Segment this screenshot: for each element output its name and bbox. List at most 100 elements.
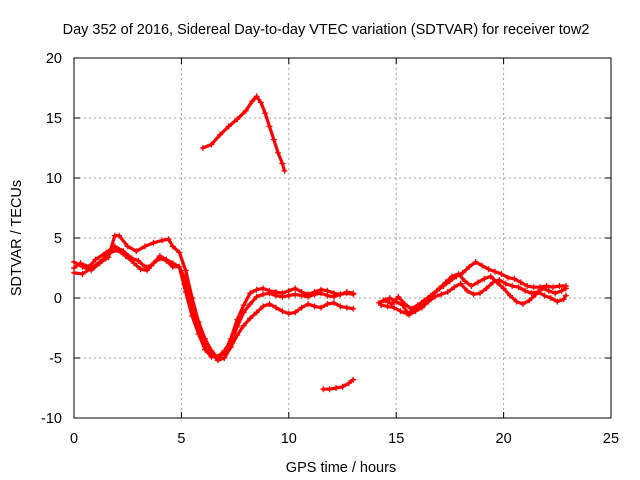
data-point (176, 263, 183, 270)
data-point (545, 287, 552, 294)
data-point (515, 284, 522, 291)
data-point (476, 290, 483, 297)
data-point (133, 248, 140, 255)
data-point (507, 292, 514, 299)
data-point (247, 301, 254, 307)
data-point (487, 273, 494, 280)
data-point (234, 116, 241, 123)
data-point (260, 285, 267, 292)
data-point (326, 386, 333, 393)
data-point (455, 271, 462, 277)
data-point (481, 275, 488, 282)
data-point (350, 376, 357, 383)
data-point (442, 279, 449, 286)
data-point (451, 284, 458, 291)
data-point (150, 239, 157, 246)
data-point (163, 257, 170, 264)
data-point (562, 285, 569, 292)
data-point (217, 131, 224, 138)
data-point (543, 283, 550, 289)
data-point (500, 285, 507, 292)
data-point (380, 297, 387, 304)
y-tick-label: 15 (46, 111, 62, 127)
data-point (221, 355, 228, 361)
series-track-d (376, 259, 569, 312)
data-point (333, 385, 340, 391)
data-point (234, 316, 241, 323)
data-point (113, 247, 120, 253)
data-point (144, 267, 151, 274)
data-point (522, 287, 529, 294)
data-point (71, 259, 77, 265)
series-trace (72, 244, 355, 359)
data-point (279, 308, 286, 315)
data-point (350, 290, 357, 297)
data-point (470, 291, 477, 298)
x-tick-label: 20 (496, 431, 512, 447)
data-point (496, 277, 503, 283)
data-point (562, 292, 569, 299)
data-point (498, 271, 505, 277)
y-tick-label: 5 (54, 231, 62, 247)
data-point (225, 123, 232, 130)
data-point (79, 263, 86, 270)
data-point (260, 291, 267, 298)
data-point (285, 310, 292, 317)
data-point (502, 280, 509, 287)
data-point (330, 299, 337, 306)
data-point (242, 107, 249, 114)
data-point (249, 98, 256, 105)
data-point (560, 296, 567, 303)
data-point (79, 271, 86, 277)
data-point (438, 291, 445, 298)
data-point (550, 284, 557, 291)
data-point (124, 243, 131, 250)
data-point (466, 263, 473, 270)
data-point (461, 278, 468, 285)
x-tick-label: 0 (70, 431, 78, 447)
data-point (275, 149, 282, 156)
data-point (253, 93, 260, 100)
data-point (526, 297, 533, 304)
data-point (472, 259, 479, 265)
data-point (330, 290, 337, 297)
data-point (524, 283, 531, 289)
data-point (397, 308, 404, 315)
data-point (324, 301, 331, 307)
data-point (208, 350, 215, 357)
data-point (262, 110, 269, 117)
data-point (165, 236, 172, 243)
data-point (337, 303, 344, 310)
x-tick-label: 25 (603, 431, 619, 447)
data-point (298, 289, 305, 295)
data-point (399, 302, 406, 309)
data-point (240, 302, 247, 309)
data-point (530, 284, 537, 291)
data-point (292, 285, 299, 292)
y-tick-label: -10 (41, 411, 62, 427)
data-point (253, 293, 260, 300)
x-tick-label: 15 (388, 431, 404, 447)
data-point (88, 265, 95, 271)
data-point (534, 289, 541, 295)
data-point (270, 136, 277, 143)
axis-ticks: 0 5 10 15 20 25 -10 -5 0 5 10 15 20 (41, 51, 619, 447)
data-point (234, 332, 241, 339)
data-point (131, 260, 138, 267)
data-point (311, 289, 318, 295)
y-tick-label: 20 (46, 51, 62, 67)
data-point (311, 303, 318, 310)
data-point (393, 298, 400, 305)
data-point (350, 305, 357, 312)
data-point (202, 346, 209, 353)
data-point (554, 298, 561, 305)
grid-lines (74, 58, 611, 418)
data-point (176, 249, 183, 256)
data-point (528, 290, 535, 297)
data-point (386, 295, 393, 301)
data-point (92, 256, 99, 263)
series-track-low (320, 376, 357, 393)
data-point (504, 274, 511, 281)
data-point (279, 290, 286, 297)
data-point (202, 340, 209, 347)
